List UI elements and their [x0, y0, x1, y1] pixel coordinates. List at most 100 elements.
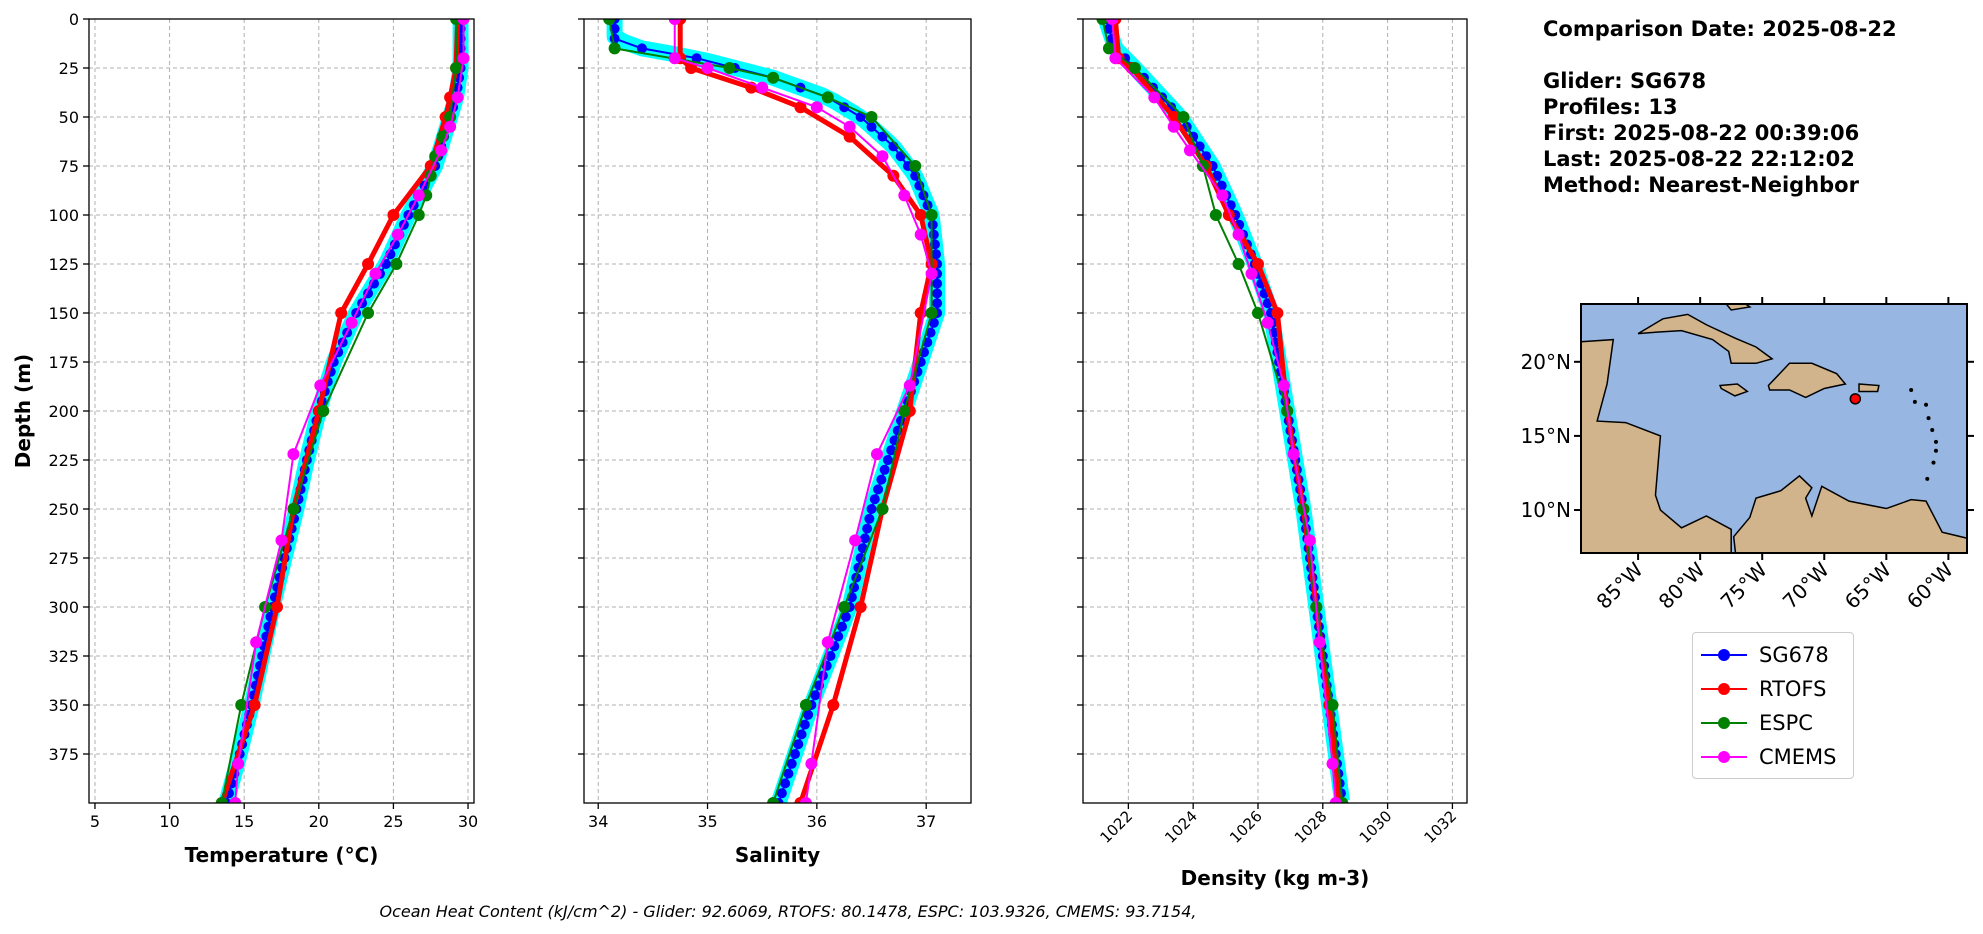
- data-point: [876, 474, 887, 485]
- x-tick-label: 5: [90, 812, 100, 831]
- data-point: [932, 288, 943, 299]
- legend-label: RTOFS: [1759, 677, 1827, 701]
- x-tick-label: 36: [807, 812, 827, 831]
- y-tick-label: 350: [48, 696, 79, 715]
- series-cmems: [1106, 19, 1342, 803]
- x-tick-label: 1032: [1421, 807, 1461, 847]
- land-island: [1925, 476, 1930, 481]
- land-south-america: [1732, 474, 1967, 553]
- x-tick-label: 1030: [1356, 807, 1396, 847]
- data-point: [767, 71, 780, 84]
- data-point: [859, 533, 870, 544]
- data-point: [903, 379, 916, 392]
- data-point: [862, 523, 873, 534]
- series-cmems: [668, 19, 938, 803]
- data-point: [821, 636, 834, 649]
- data-point: [869, 494, 880, 505]
- data-point: [701, 62, 714, 74]
- data-point: [803, 709, 814, 720]
- land-florida: [1675, 273, 1700, 288]
- data-point: [444, 120, 457, 133]
- land-island: [1933, 439, 1938, 444]
- legend-marker-icon: [1701, 713, 1747, 733]
- map-land: [1581, 273, 1967, 553]
- data-point: [898, 405, 911, 417]
- data-point: [776, 788, 787, 799]
- data-point: [833, 631, 844, 642]
- data-point: [1216, 189, 1229, 202]
- data-point: [1096, 19, 1109, 25]
- y-tick-label: 0: [69, 10, 79, 29]
- data-point: [786, 758, 797, 769]
- data-point: [927, 219, 938, 230]
- land-island: [1933, 448, 1938, 453]
- map-lat-label: 20°N: [1521, 350, 1571, 374]
- y-tick-label: 125: [48, 255, 79, 274]
- data-point: [457, 52, 470, 65]
- legend-label: CMEMS: [1759, 745, 1837, 769]
- data-point: [799, 699, 812, 711]
- data-point: [876, 503, 889, 515]
- data-point: [235, 699, 248, 711]
- legend-item-cmems: CMEMS: [1701, 740, 1845, 774]
- axes-frame: [88, 18, 475, 804]
- data-point: [1261, 316, 1274, 329]
- panel-density: 1022 1024 1026 1028 1030 1032 Density (kg m-3): [1077, 18, 1468, 890]
- data-point: [840, 611, 851, 622]
- land-island: [1912, 399, 1917, 404]
- data-point: [925, 307, 938, 319]
- data-point: [1103, 23, 1114, 34]
- data-point: [412, 189, 425, 202]
- y-tick-label: 150: [48, 304, 79, 323]
- data-point: [1209, 209, 1222, 221]
- data-point: [1232, 258, 1245, 270]
- data-point: [271, 601, 284, 613]
- data-point: [838, 601, 851, 613]
- data-point: [1271, 307, 1284, 319]
- map-lat-label: 10°N: [1521, 498, 1571, 522]
- y-tick-label: 200: [48, 402, 79, 421]
- x-tick-label: 25: [383, 812, 403, 831]
- data-point: [723, 62, 736, 74]
- y-tick-label: 75: [59, 157, 79, 176]
- y-tick-label: 50: [59, 108, 79, 127]
- data-point: [879, 464, 890, 475]
- land-bahamas: [1725, 304, 1752, 311]
- data-point: [854, 601, 867, 613]
- y-tick-label: 275: [48, 549, 79, 568]
- y-axis-label: Depth (m): [11, 354, 35, 468]
- legend-item-sg678: SG678: [1701, 638, 1845, 672]
- data-point: [780, 778, 791, 789]
- land-island: [1909, 387, 1914, 392]
- data-point: [287, 503, 300, 515]
- land-cuba: [1637, 313, 1774, 365]
- x-tick-label: 15: [234, 812, 254, 831]
- legend-item-rtofs: RTOFS: [1701, 672, 1845, 706]
- x-tick-label: 10: [159, 812, 179, 831]
- data-point: [1212, 170, 1223, 181]
- data-point: [914, 209, 927, 221]
- data-point: [925, 327, 936, 338]
- land-island: [1930, 427, 1935, 432]
- land-jamaica: [1718, 383, 1749, 397]
- data-point: [275, 534, 288, 547]
- data-point: [1109, 52, 1122, 65]
- data-point: [450, 62, 463, 74]
- data-point: [827, 699, 840, 711]
- land-island: [1924, 402, 1929, 407]
- data-point: [799, 797, 812, 803]
- data-point: [855, 112, 866, 122]
- data-point: [335, 307, 348, 319]
- series-espc: [603, 19, 938, 803]
- data-point: [362, 258, 375, 270]
- data-point: [229, 797, 242, 803]
- data-point: [1148, 91, 1161, 104]
- map-lon-label: 85°W: [1592, 557, 1648, 613]
- x-tick-label: 1024: [1161, 807, 1201, 847]
- data-point: [457, 19, 470, 25]
- first-profile-time: First: 2025-08-22 00:39:06: [1543, 121, 1860, 145]
- data-point: [691, 53, 702, 64]
- data-point: [886, 445, 897, 456]
- data-point: [1128, 62, 1141, 74]
